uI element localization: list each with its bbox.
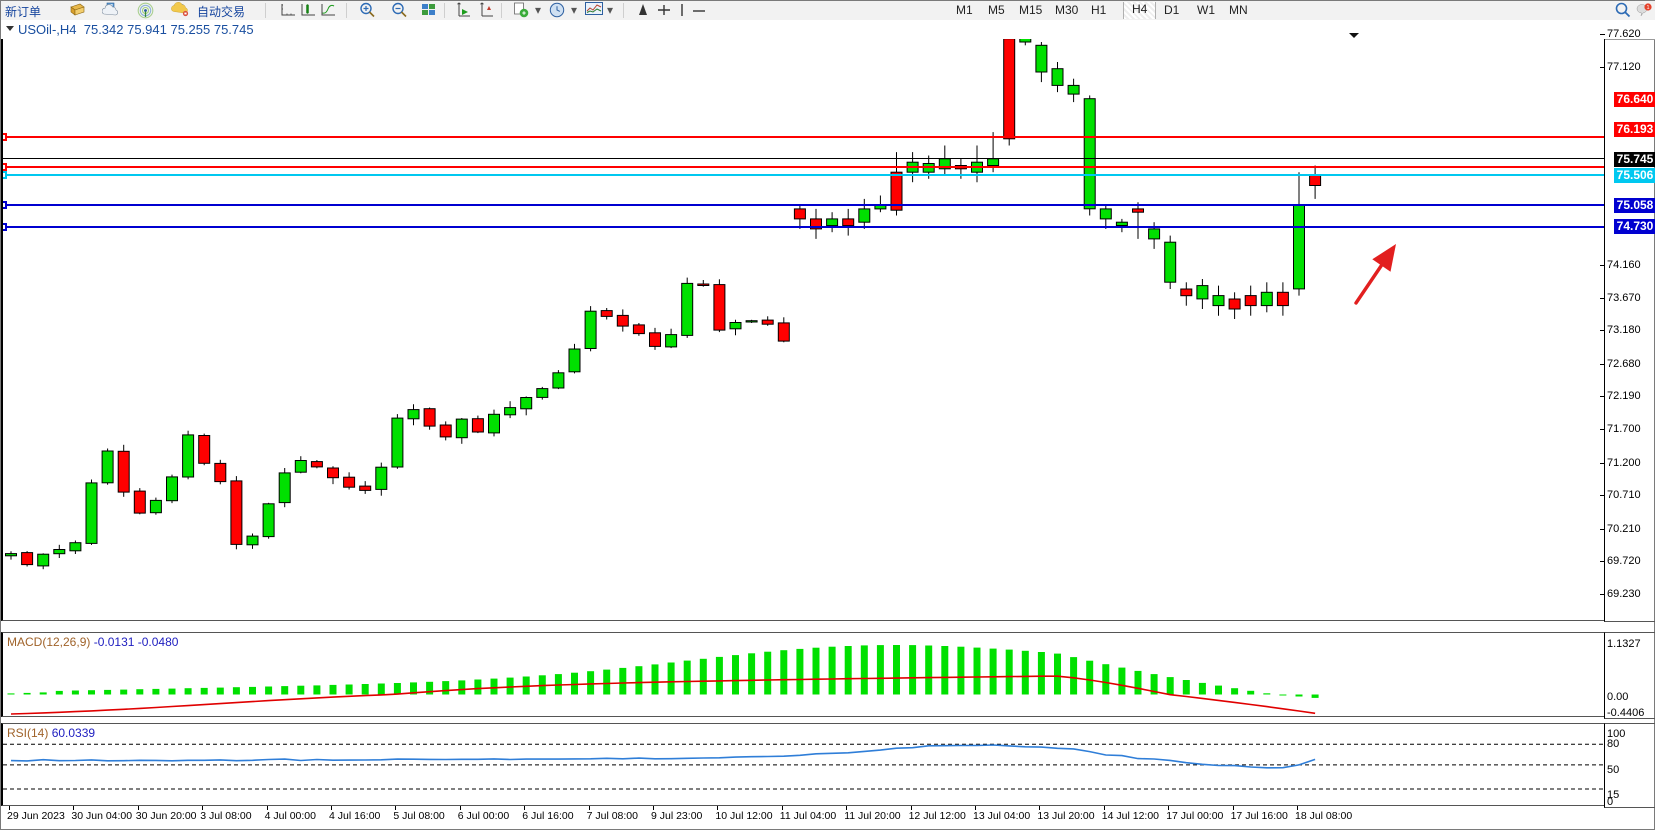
svg-text:1: 1: [1646, 5, 1649, 11]
